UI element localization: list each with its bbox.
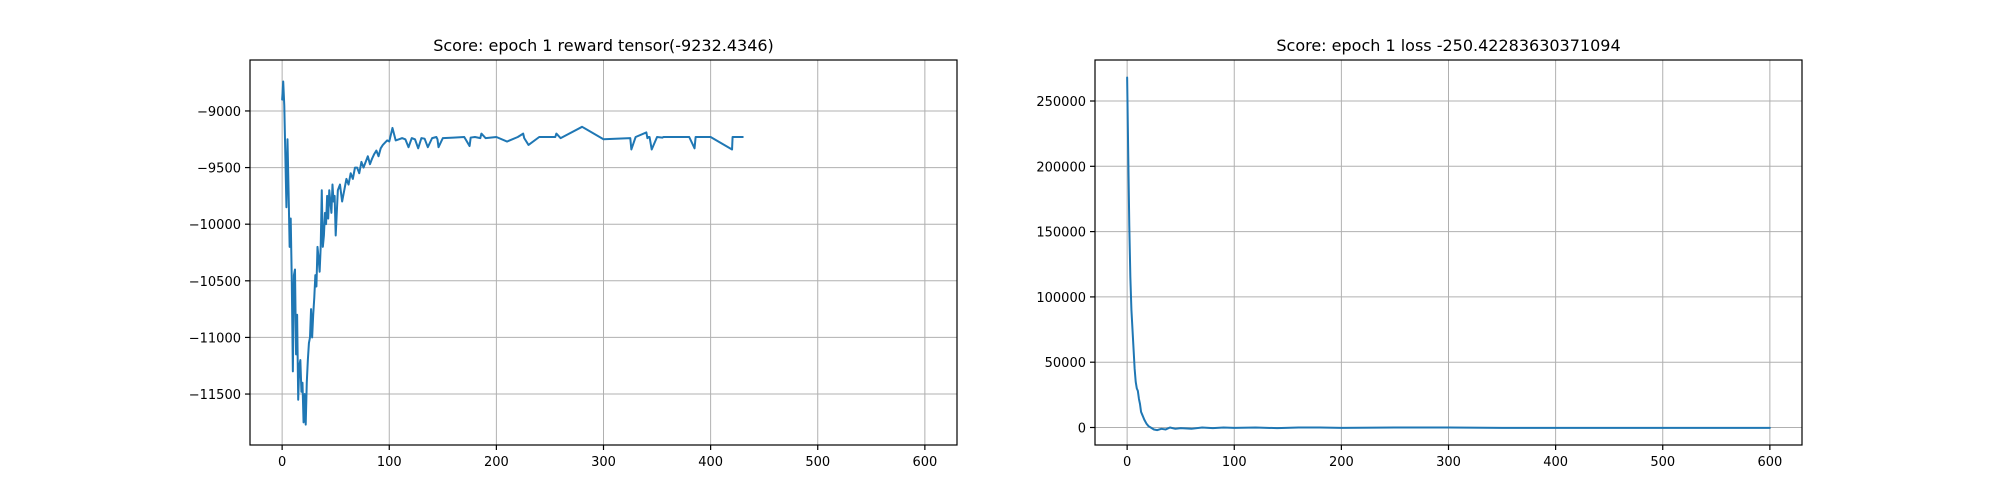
loss-chart-x-tick-label: 200	[1329, 455, 1354, 470]
reward-chart-title: Score: epoch 1 reward tensor(-9232.4346)	[433, 36, 774, 55]
loss-chart-y-tick-label: 100000	[1036, 291, 1086, 306]
loss-chart-y-tick-label: 0	[1078, 422, 1086, 437]
loss-chart-title: Score: epoch 1 loss -250.42283630371094	[1276, 36, 1620, 55]
reward-chart-x-tick-label: 100	[377, 455, 402, 470]
loss-chart-series	[1126, 76, 1771, 432]
reward-chart-x-tick-label: 500	[805, 455, 830, 470]
reward-chart-y-tick-label: −9000	[197, 105, 241, 120]
loss-chart-x-tick-label: 400	[1543, 455, 1568, 470]
loss-chart-x-tick-label: 300	[1436, 455, 1461, 470]
reward-chart-ticks: 0 100 200 300 400 500 600 −9000 −9500 −10000 −1050…	[189, 105, 938, 470]
reward-chart-y-tick-label: −9500	[197, 162, 241, 177]
reward-chart-y-tick-label: −10000	[189, 218, 241, 233]
loss-chart-x-tick-label: 100	[1222, 455, 1247, 470]
loss-chart-y-tick-label: 250000	[1036, 95, 1086, 110]
reward-chart-x-tick-label: 0	[278, 455, 286, 470]
reward-chart: Score: epoch 1 reward tensor(-9232.4346)…	[189, 36, 958, 470]
reward-chart-series	[281, 80, 744, 426]
reward-chart-x-tick-label: 300	[591, 455, 616, 470]
loss-chart-y-tick-label: 50000	[1045, 356, 1086, 371]
reward-chart-grid	[250, 60, 957, 445]
reward-chart-x-tick-label: 600	[912, 455, 937, 470]
reward-chart-y-tick-label: −11000	[189, 331, 241, 346]
loss-chart-y-tick-label: 200000	[1036, 160, 1086, 175]
loss-chart-x-tick-label: 500	[1650, 455, 1675, 470]
reward-chart-x-tick-label: 400	[698, 455, 723, 470]
loss-chart-x-tick-label: 0	[1123, 455, 1131, 470]
reward-chart-y-tick-label: −10500	[189, 275, 241, 290]
reward-chart-x-tick-label: 200	[484, 455, 509, 470]
reward-chart-y-tick-label: −11500	[189, 388, 241, 403]
reward-series-line	[281, 80, 744, 426]
loss-chart-ticks: 0 100 200 300 400 500 600 0 50000 100000 150000 200…	[1036, 95, 1782, 470]
loss-chart: Score: epoch 1 loss -250.42283630371094 …	[1036, 36, 1803, 470]
loss-chart-x-tick-label: 600	[1757, 455, 1782, 470]
loss-chart-y-tick-label: 150000	[1036, 226, 1086, 241]
loss-series-line	[1126, 76, 1771, 432]
